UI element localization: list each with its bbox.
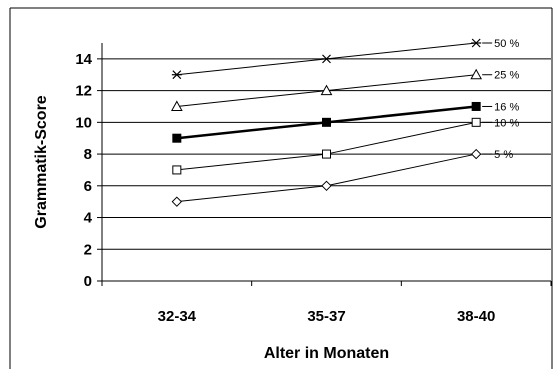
series-line-segment [326, 42, 477, 60]
point-marker [321, 180, 332, 192]
y-tick-label: 12 [75, 83, 92, 100]
y-tick-label: 6 [84, 178, 92, 195]
point-marker [172, 133, 182, 143]
x-tick-label: 38-40 [457, 308, 495, 325]
point-marker [320, 84, 333, 96]
x-axis-title: Alter in Monaten [264, 345, 389, 362]
series-line-segment [326, 121, 477, 155]
series-label: 16 % [494, 101, 519, 113]
point-marker [470, 68, 483, 80]
series-line-segment [176, 121, 327, 140]
point-marker [322, 117, 331, 127]
series-label: 10 % [494, 117, 519, 129]
y-axis-title: Grammatik-Score [33, 95, 50, 228]
y-tick-label: 14 [75, 51, 92, 68]
series-label: 50 % [494, 38, 519, 50]
series-label: 5 % [494, 149, 513, 161]
x-tick-label: 35-37 [307, 308, 345, 325]
series-line-segment [326, 105, 477, 124]
series-line-segment [326, 153, 477, 187]
series-line-segment [326, 74, 477, 92]
point-marker [171, 196, 183, 207]
point-marker [470, 148, 482, 160]
point-marker [170, 100, 183, 111]
series-line-segment [176, 58, 327, 76]
point-marker [471, 101, 481, 111]
y-tick-label: 2 [84, 241, 92, 258]
y-tick-label: 4 [84, 210, 93, 227]
y-tick-label: 8 [84, 146, 92, 163]
point-marker [471, 117, 481, 127]
series-line-segment [176, 90, 327, 107]
series-line-segment [176, 153, 327, 171]
x-tick-label: 32-34 [158, 308, 197, 325]
y-tick-label: 0 [84, 273, 92, 290]
series-line-segment [176, 185, 327, 203]
y-tick-label: 10 [75, 114, 92, 131]
series-label: 25 % [494, 70, 519, 82]
point-marker [322, 149, 331, 159]
point-marker [172, 165, 182, 175]
